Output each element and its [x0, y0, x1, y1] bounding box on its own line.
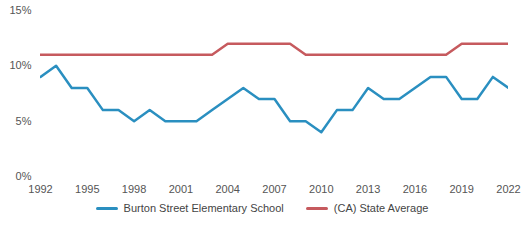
- svg-text:2019: 2019: [449, 183, 473, 195]
- svg-text:2004: 2004: [215, 183, 239, 195]
- svg-text:1995: 1995: [75, 183, 99, 195]
- svg-text:15%: 15%: [9, 4, 31, 16]
- svg-text:2013: 2013: [356, 183, 380, 195]
- svg-text:0%: 0%: [16, 170, 32, 182]
- svg-text:2010: 2010: [309, 183, 333, 195]
- svg-text:1992: 1992: [28, 183, 52, 195]
- svg-text:2022: 2022: [496, 183, 520, 195]
- svg-text:10%: 10%: [9, 59, 31, 71]
- svg-text:2007: 2007: [262, 183, 286, 195]
- svg-text:1998: 1998: [122, 183, 146, 195]
- html-text:(CA) State Average: (CA) State Average: [333, 202, 429, 214]
- svg-text:2016: 2016: [403, 183, 427, 195]
- svg-text:5%: 5%: [16, 115, 32, 127]
- html-text:Burton Street Elementary Schoo: Burton Street Elementary School: [123, 202, 284, 214]
- svg-text:2001: 2001: [169, 183, 193, 195]
